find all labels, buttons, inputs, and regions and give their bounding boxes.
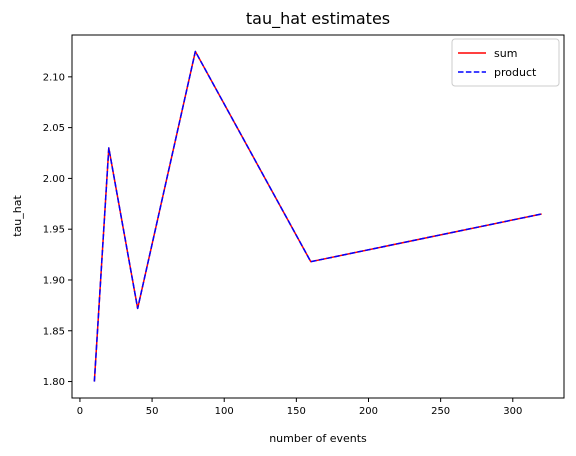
y-tick-label: 1.95 (43, 225, 65, 236)
series-line-product (93, 50, 542, 382)
y-tick-label: 2.10 (43, 72, 65, 83)
y-tick-label: 1.90 (43, 275, 65, 286)
y-tick-label: 1.80 (43, 377, 65, 388)
y-tick-label: 1.85 (43, 326, 65, 337)
plot-area (71, 34, 565, 399)
legend: sum product (451, 38, 560, 87)
legend-label-product: product (494, 66, 537, 79)
series-group (93, 50, 542, 382)
legend-label-sum: sum (494, 47, 517, 60)
y-tick-label: 2.00 (43, 174, 65, 185)
y-axis: 1.80 1.85 1.90 1.95 2.00 2.05 2.10 (43, 72, 72, 388)
x-tick-label: 150 (287, 406, 306, 417)
x-tick-label: 0 (77, 406, 83, 417)
chart-title: tau_hat estimates (246, 9, 390, 29)
y-axis-label: tau_hat (11, 195, 24, 237)
x-tick-label: 250 (431, 406, 450, 417)
y-tick-label: 2.05 (43, 123, 65, 134)
x-tick-label: 300 (503, 406, 522, 417)
x-tick-label: 50 (146, 406, 159, 417)
legend-box (451, 38, 560, 87)
x-tick-label: 200 (359, 406, 378, 417)
x-axis: 0 50 100 150 200 250 300 (77, 398, 522, 417)
x-tick-label: 100 (215, 406, 234, 417)
x-axis-label: number of events (269, 432, 367, 445)
